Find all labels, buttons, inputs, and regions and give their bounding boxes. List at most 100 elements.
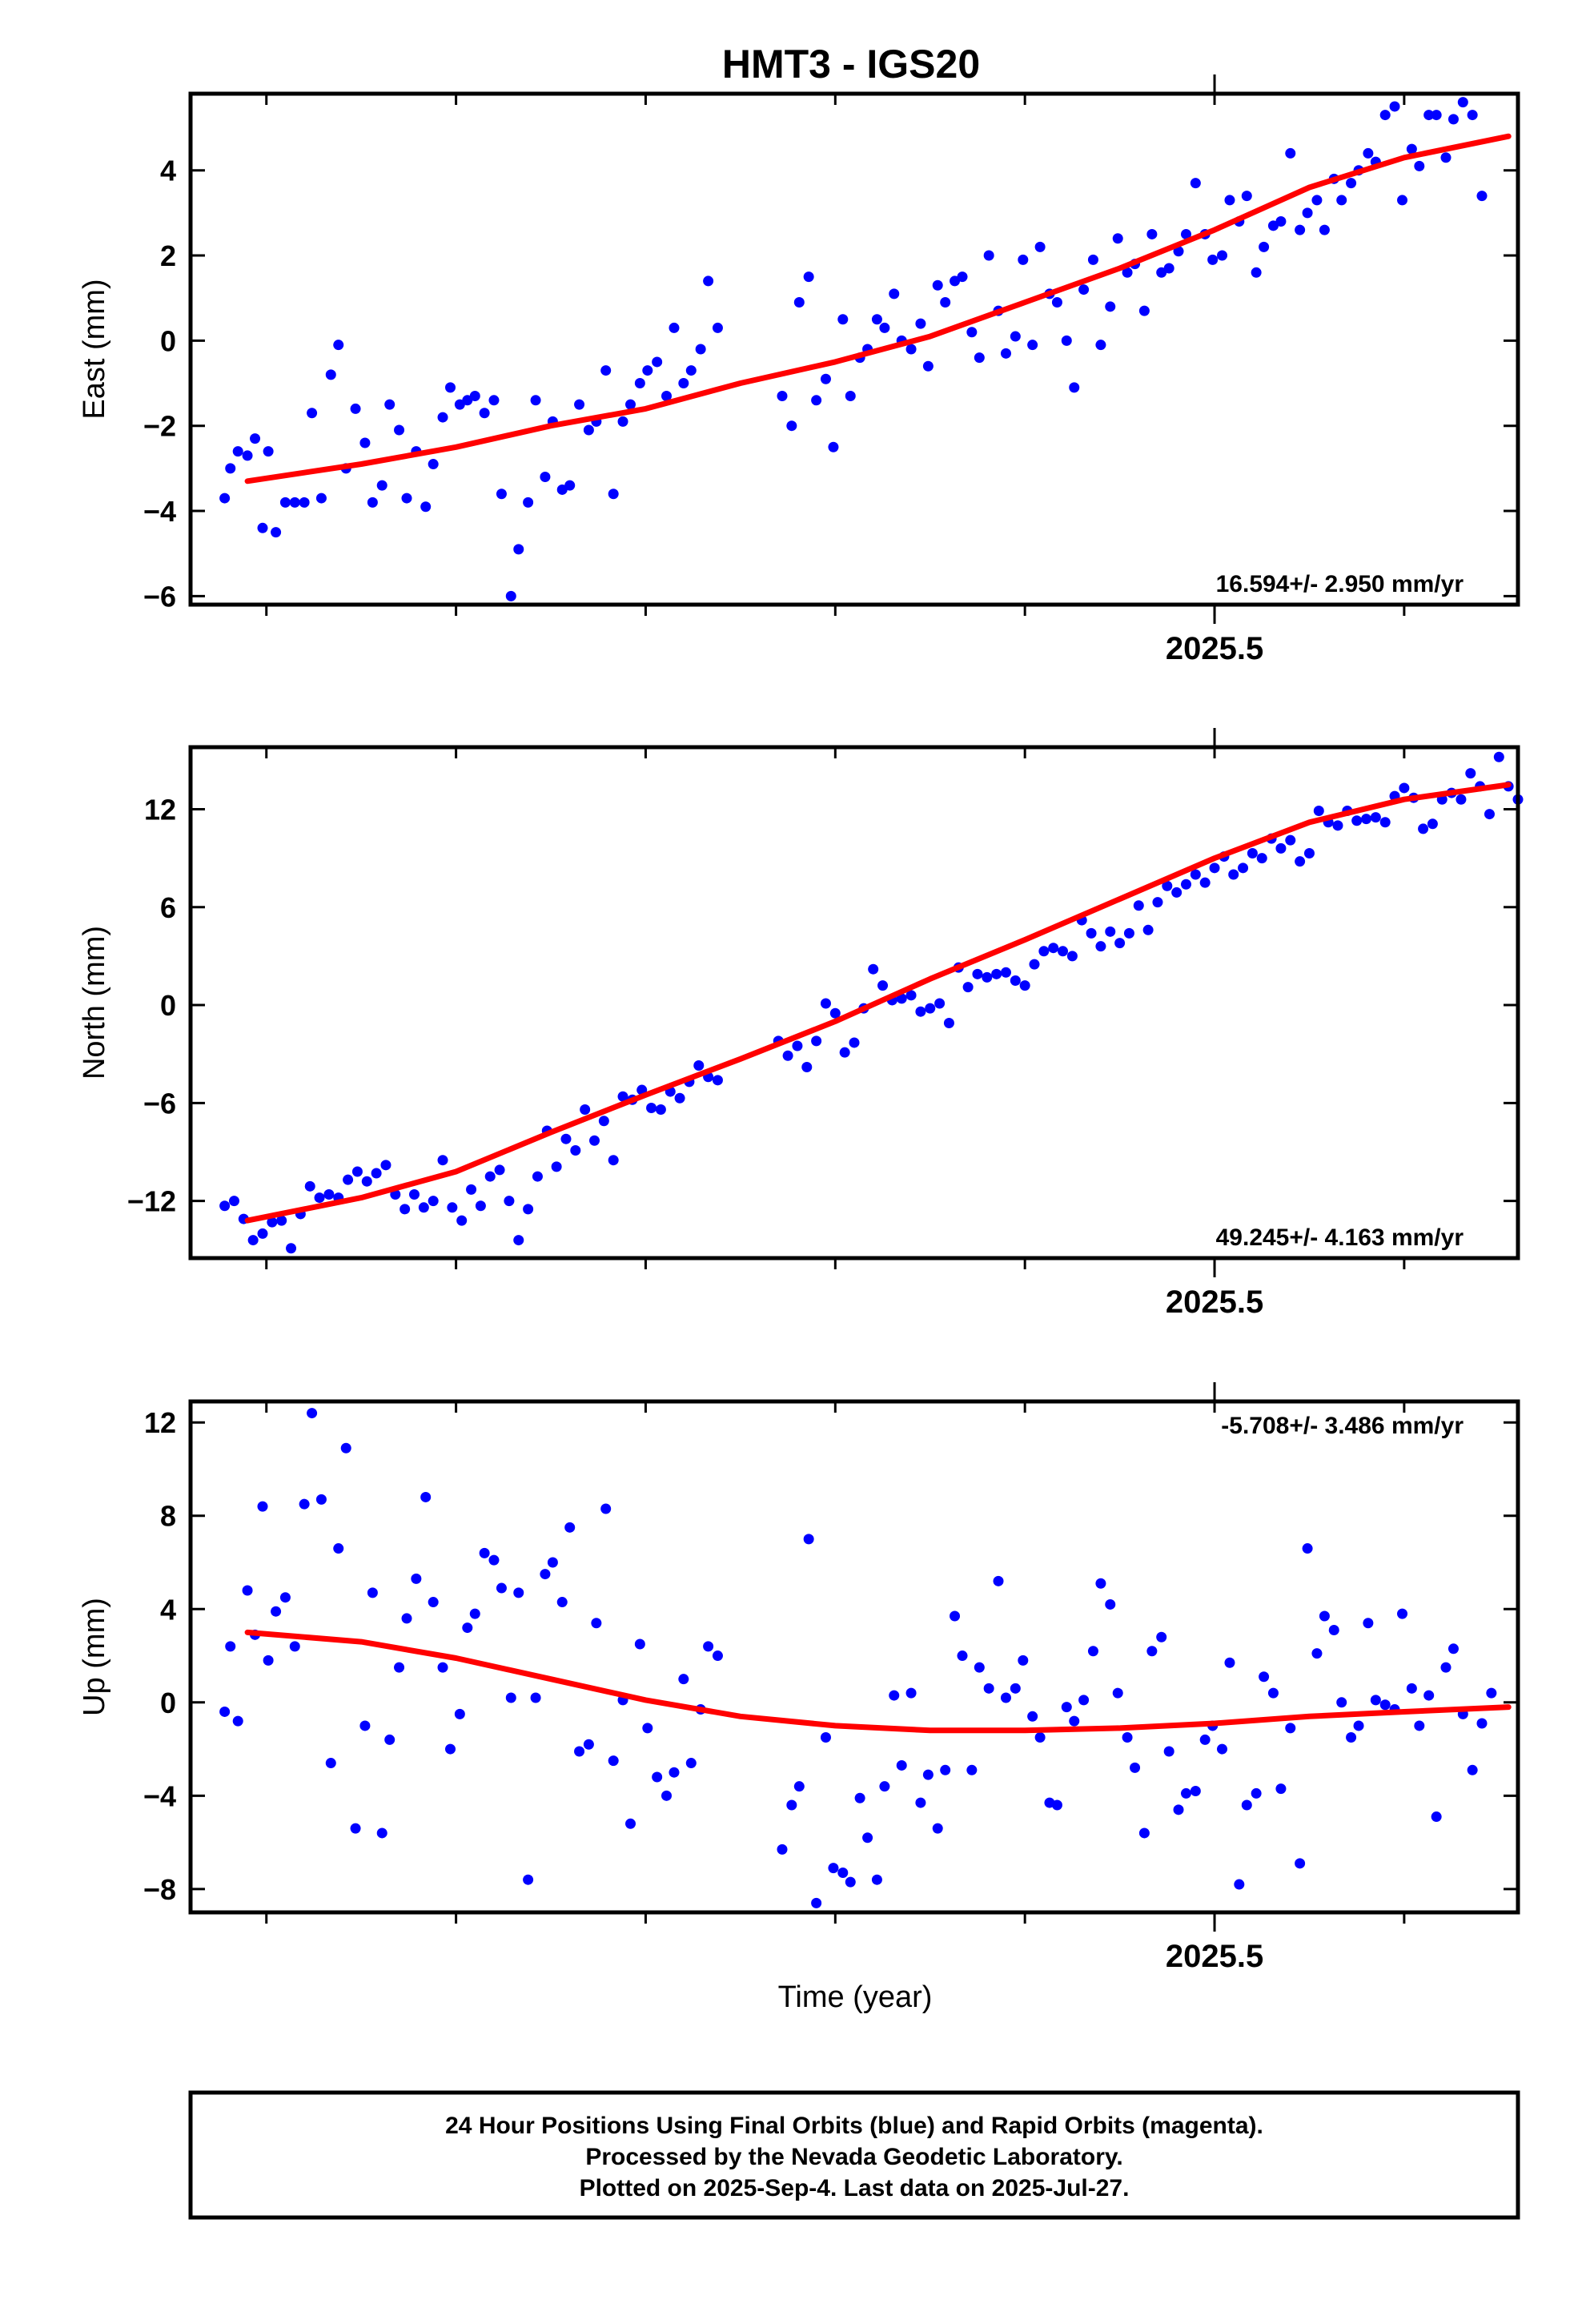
up-data-point bbox=[315, 1494, 327, 1505]
up-data-point bbox=[1105, 1598, 1116, 1610]
east-data-point bbox=[1061, 335, 1072, 346]
north-data-point bbox=[608, 1155, 619, 1166]
north-data-point bbox=[494, 1164, 505, 1176]
east-ytick-label: −2 bbox=[143, 410, 176, 443]
east-data-point bbox=[1010, 331, 1021, 342]
north-data-point bbox=[925, 1003, 936, 1014]
east-data-point bbox=[1018, 254, 1029, 265]
north-data-point bbox=[1209, 862, 1220, 874]
up-data-point bbox=[279, 1592, 291, 1603]
north-data-point bbox=[1456, 794, 1467, 805]
north-data-point bbox=[1038, 946, 1050, 957]
east-data-point bbox=[1027, 340, 1038, 351]
east-data-point bbox=[367, 497, 378, 508]
north-data-point bbox=[1133, 900, 1144, 911]
east-data-point bbox=[871, 314, 882, 325]
east-data-point bbox=[777, 390, 788, 401]
up-data-point bbox=[1363, 1618, 1374, 1629]
north-data-point bbox=[1181, 879, 1191, 890]
east-data-point bbox=[564, 480, 576, 491]
east-data-point bbox=[454, 399, 465, 410]
east-data-point bbox=[1105, 301, 1116, 312]
up-data-point bbox=[1122, 1732, 1133, 1743]
east-data-point bbox=[1207, 254, 1219, 265]
up-data-point bbox=[1078, 1695, 1090, 1706]
up-data-point bbox=[359, 1720, 371, 1731]
up-data-point bbox=[242, 1585, 253, 1596]
up-data-point bbox=[540, 1569, 551, 1580]
east-data-point bbox=[1138, 305, 1150, 316]
up-data-point bbox=[1087, 1646, 1098, 1657]
north-data-point bbox=[447, 1202, 458, 1213]
north-ytick-label: 6 bbox=[160, 891, 176, 924]
up-data-point bbox=[1251, 1787, 1262, 1799]
east-data-point bbox=[299, 497, 310, 508]
up-data-point bbox=[367, 1587, 378, 1598]
north-data-point bbox=[1256, 853, 1267, 864]
north-data-point bbox=[801, 1062, 813, 1073]
east-data-point bbox=[1457, 97, 1468, 108]
up-data-point bbox=[384, 1734, 396, 1745]
chart-title: HMT3 - IGS20 bbox=[722, 42, 980, 86]
east-data-point bbox=[983, 250, 994, 261]
east-data-point bbox=[1224, 195, 1235, 206]
north-ytick-label: 12 bbox=[144, 793, 176, 826]
east-data-point bbox=[325, 369, 336, 380]
north-ytick-label: −6 bbox=[143, 1087, 176, 1120]
up-data-point bbox=[1241, 1799, 1252, 1811]
up-data-point bbox=[811, 1897, 822, 1908]
north-data-point bbox=[323, 1189, 335, 1200]
north-data-point bbox=[267, 1216, 278, 1228]
up-data-point bbox=[1130, 1762, 1141, 1773]
east-data-point bbox=[803, 271, 814, 283]
north-data-point bbox=[1066, 951, 1078, 962]
up-data-point bbox=[1234, 1879, 1245, 1890]
east-data-point bbox=[1251, 267, 1262, 278]
up-data-point bbox=[411, 1573, 422, 1584]
east-data-point bbox=[1217, 250, 1228, 261]
up-data-point bbox=[983, 1683, 994, 1694]
north-data-point bbox=[1199, 877, 1211, 888]
up-data-point bbox=[1051, 1799, 1062, 1811]
up-data-point bbox=[1199, 1734, 1211, 1745]
north-data-point bbox=[286, 1243, 297, 1254]
north-data-point bbox=[1484, 809, 1495, 820]
east-data-point bbox=[540, 472, 551, 482]
north-data-point bbox=[466, 1184, 477, 1195]
north-data-point bbox=[551, 1161, 562, 1172]
up-data-point bbox=[1319, 1610, 1330, 1622]
up-ytick-label: 0 bbox=[160, 1687, 176, 1719]
east-rate-label: 16.594+/- 2.950 mm/yr bbox=[1216, 571, 1464, 597]
east-data-point bbox=[315, 493, 327, 504]
up-ytick-label: 8 bbox=[160, 1500, 176, 1533]
up-data-point bbox=[1311, 1648, 1323, 1659]
north-data-point bbox=[228, 1196, 239, 1207]
footer-line-3: Plotted on 2025-Sep-4. Last data on 2025… bbox=[580, 2175, 1130, 2201]
north-data-point bbox=[1427, 818, 1438, 830]
up-data-point bbox=[1224, 1657, 1235, 1668]
east-data-point bbox=[420, 501, 432, 513]
up-data-point bbox=[437, 1662, 448, 1673]
north-data-point bbox=[1114, 938, 1126, 949]
east-data-point bbox=[793, 297, 805, 308]
up-rate-label: -5.708+/- 3.486 mm/yr bbox=[1221, 1413, 1464, 1439]
east-data-point bbox=[625, 399, 636, 410]
east-data-point bbox=[583, 424, 594, 436]
up-data-point bbox=[1163, 1746, 1174, 1757]
north-y-axis-label: North (mm) bbox=[78, 926, 111, 1080]
east-data-point bbox=[889, 288, 900, 300]
up-data-point bbox=[232, 1715, 243, 1727]
up-data-point bbox=[1156, 1631, 1167, 1642]
east-data-point bbox=[1156, 267, 1167, 278]
east-data-point bbox=[530, 395, 541, 406]
east-data-point bbox=[1190, 178, 1201, 189]
up-data-point bbox=[777, 1844, 788, 1855]
up-data-point bbox=[1440, 1662, 1452, 1673]
east-data-point bbox=[479, 408, 490, 419]
north-data-point bbox=[877, 980, 889, 991]
up-data-point bbox=[394, 1662, 405, 1673]
north-data-point bbox=[1332, 820, 1343, 831]
up-data-point bbox=[583, 1739, 594, 1750]
east-ytick-label: −4 bbox=[143, 495, 176, 528]
north-data-point bbox=[504, 1196, 515, 1207]
